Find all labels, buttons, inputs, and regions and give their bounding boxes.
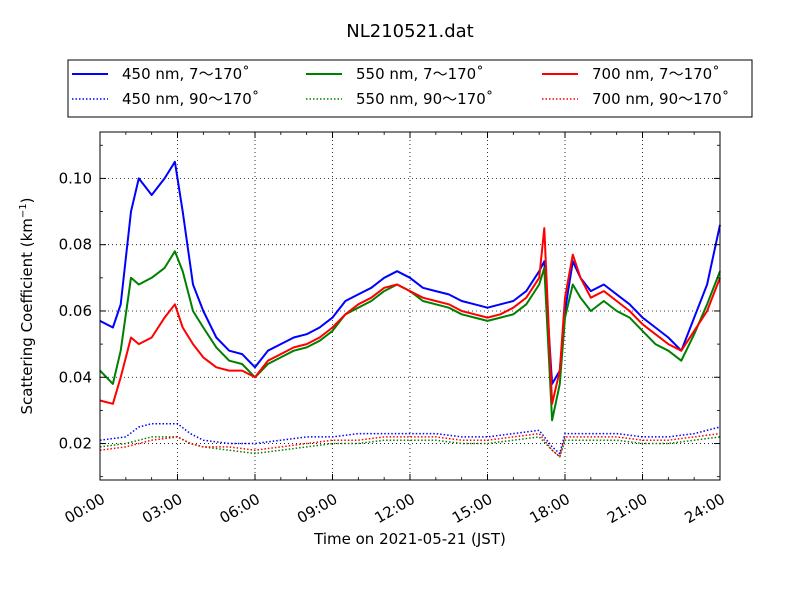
y-axis-label-main: Scattering Coefficient (km xyxy=(18,218,36,414)
legend-label-1: 550 nm, 7～170˚ xyxy=(356,65,484,83)
y-tick-label: 0.10 xyxy=(59,169,92,187)
legend-label-3: 450 nm, 90～170˚ xyxy=(122,90,259,108)
y-axis-label-sup: −1 xyxy=(18,203,29,218)
series-line-1 xyxy=(99,250,721,422)
series-line-2 xyxy=(99,227,721,405)
chart-title: NL210521.dat xyxy=(346,21,473,42)
y-tick-label: 0.08 xyxy=(59,236,92,254)
series-line-3 xyxy=(99,422,721,455)
legend: 450 nm, 7～170˚ 550 nm, 7～170˚ 700 nm, 7～17… xyxy=(67,59,753,118)
x-axis-label: Time on 2021-05-21 (JST) xyxy=(313,530,506,548)
y-tick-label: 0.02 xyxy=(59,435,92,453)
legend-label-0: 450 nm, 7～170˚ xyxy=(122,65,250,83)
legend-label-5: 700 nm, 90～170˚ xyxy=(592,90,729,108)
legend-frame xyxy=(67,59,753,118)
legend-label-2: 700 nm, 7～170˚ xyxy=(592,65,720,83)
y-tick-label: 0.04 xyxy=(59,368,92,386)
series-line-5 xyxy=(99,432,721,458)
plot-area xyxy=(100,132,720,480)
series-layer xyxy=(99,160,721,458)
y-tick-label: 0.06 xyxy=(59,302,92,320)
y-axis-label-end: ) xyxy=(18,197,36,203)
legend-label-4: 550 nm, 90～170˚ xyxy=(356,90,493,108)
series-line-0 xyxy=(99,160,721,385)
y-axis-label: Scattering Coefficient (km−1) xyxy=(18,197,36,414)
